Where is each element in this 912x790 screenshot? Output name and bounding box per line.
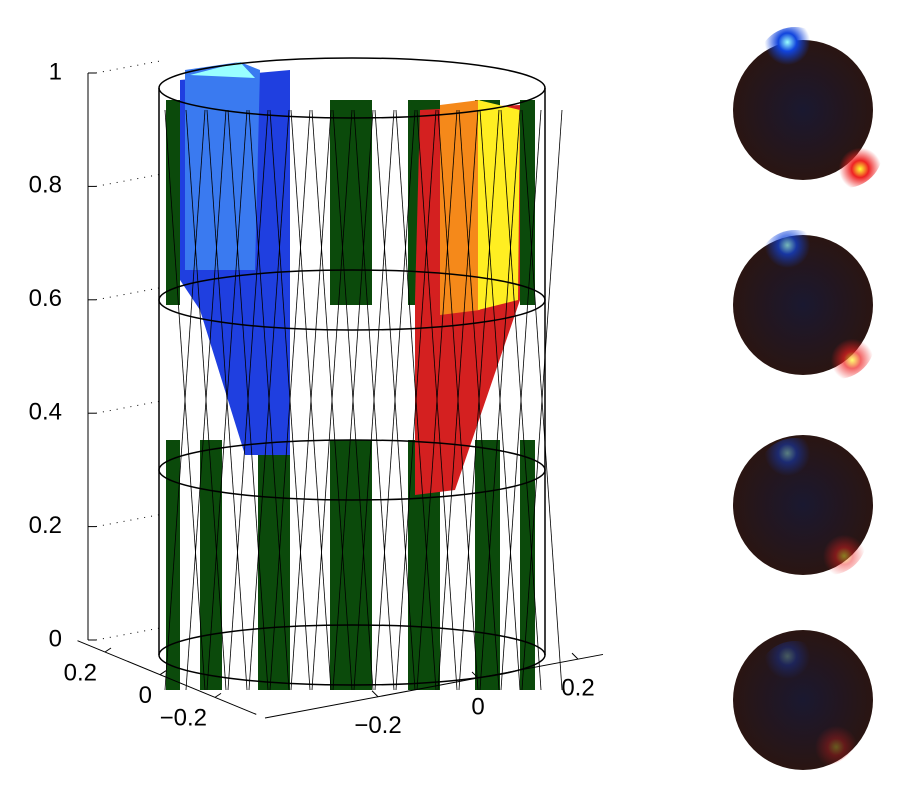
stripe [520,100,535,305]
z-tick-label: 0.4 [29,399,62,426]
grid-line [96,628,160,640]
z-tick-label: 0.6 [29,285,62,312]
z-tick-label: 0.2 [29,512,62,539]
grid-line [96,288,160,300]
cylinder-mesh [159,58,562,690]
grid-line [96,61,160,73]
red-blob [791,499,867,575]
x-tick-label: 0 [471,693,484,720]
orange-region [440,100,480,315]
x-tick-label: −0.2 [354,712,401,739]
y-tick [160,671,166,675]
figure: 00.20.40.60.810.20−0.2−0.200.2 [0,0,912,785]
y-tick-label: 0.2 [64,659,97,686]
grid-line [96,401,160,413]
stripe [166,440,180,690]
red-blob [807,112,883,188]
x-tick-label: 0.2 [561,674,594,701]
blue-blob [757,27,833,103]
stripe [166,100,180,305]
z-tick-label: 0.8 [29,172,62,199]
blue-blob [757,230,833,306]
z-tick-label: 1 [49,58,62,85]
y-tick [215,693,221,697]
y-tick-label: −0.2 [160,705,207,732]
stripe [330,440,372,690]
grid-line [96,174,160,186]
red-blob [783,690,859,766]
red-blob [799,303,875,379]
grid-line [96,515,160,527]
y-tick-label: 0 [139,682,152,709]
reconstruction-images [733,27,883,770]
y-tick [105,648,111,652]
x-tick [372,691,378,697]
page: 00.20.40.60.810.20−0.2−0.200.2 (() => { … [0,0,912,790]
x-tick [572,653,578,659]
z-tick-label: 0 [49,625,62,652]
